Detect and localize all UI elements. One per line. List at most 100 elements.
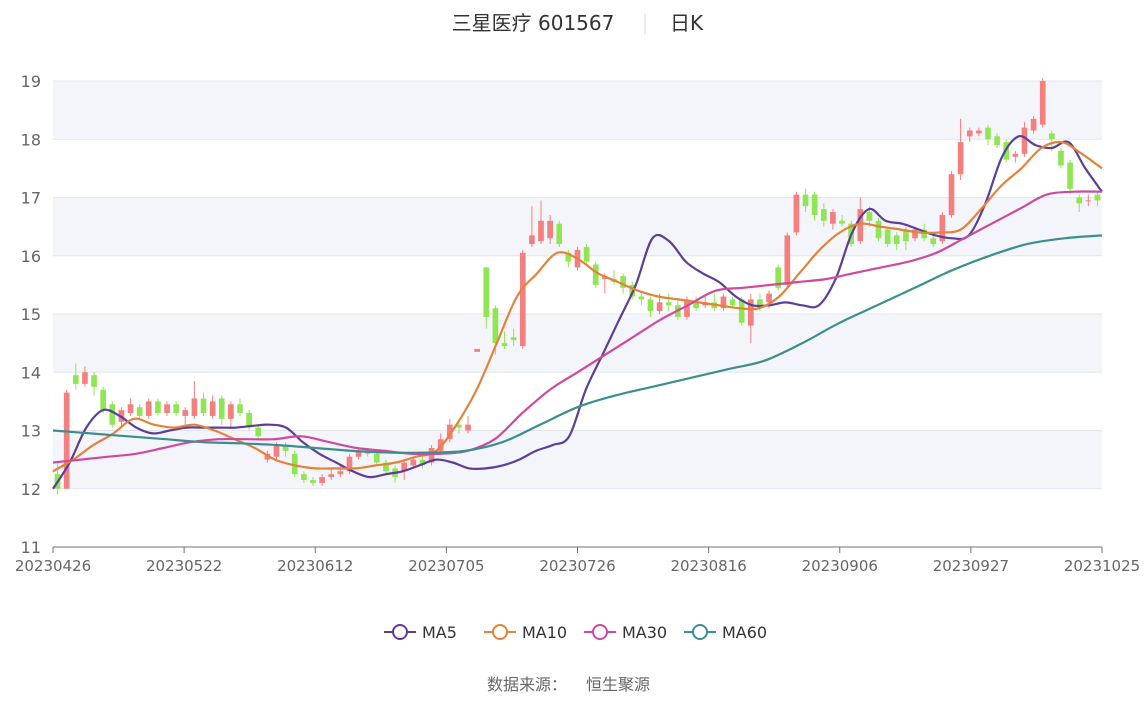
candle <box>538 200 544 245</box>
candle <box>775 264 782 291</box>
legend-item: MA5 <box>384 623 457 642</box>
candle-body <box>1067 162 1073 189</box>
candle-body <box>218 398 225 419</box>
legend-marker <box>692 624 708 640</box>
candle <box>647 296 654 317</box>
y-tick-label: 11 <box>21 538 41 557</box>
candle-body <box>310 480 316 483</box>
candle <box>830 209 836 230</box>
candle <box>884 226 891 248</box>
candle-body <box>510 337 517 341</box>
candle-body <box>63 392 70 489</box>
y-tick-label: 19 <box>21 72 41 91</box>
candle-body <box>720 296 727 309</box>
x-tick-label: 20231025 <box>1064 557 1140 575</box>
candle-body <box>875 220 882 239</box>
candle-body <box>337 471 344 475</box>
candle <box>547 214 553 245</box>
candle <box>127 398 134 416</box>
candle <box>519 249 526 349</box>
candle-body <box>1085 200 1092 202</box>
candle <box>1030 115 1037 134</box>
candle-body <box>1030 118 1037 131</box>
legend-marker <box>492 624 508 640</box>
x-tick-label: 20230927 <box>933 557 1009 575</box>
legend-label: MA30 <box>622 623 667 642</box>
candle <box>1021 121 1028 157</box>
candle <box>72 363 79 390</box>
candle-body <box>72 375 79 384</box>
candle-body <box>775 267 782 288</box>
candle <box>966 127 973 143</box>
x-tick-label: 20230426 <box>15 557 91 575</box>
candle-body <box>620 276 626 288</box>
plot-band <box>53 314 1102 373</box>
candle <box>373 450 380 466</box>
plot-bands <box>53 81 1102 489</box>
candle-body <box>301 474 307 481</box>
candle-body <box>930 238 937 245</box>
candle-body <box>757 299 763 309</box>
candle-body <box>884 229 891 245</box>
candle <box>218 395 225 425</box>
candle-body <box>985 127 991 140</box>
candle <box>839 214 845 227</box>
candle <box>1085 194 1092 207</box>
candle-body <box>839 220 845 224</box>
candle-body <box>164 404 170 414</box>
candle <box>875 217 882 242</box>
candle <box>136 404 143 419</box>
y-tick-label: 13 <box>21 422 41 441</box>
candle-body <box>1021 127 1028 154</box>
candle <box>583 244 590 265</box>
candle-body <box>492 308 499 344</box>
candle <box>802 188 809 213</box>
candle-body <box>948 174 955 215</box>
candle-body <box>228 404 234 419</box>
y-tick-label: 12 <box>21 480 41 499</box>
candle-body <box>912 229 918 239</box>
candle <box>501 331 508 349</box>
candle <box>191 380 198 419</box>
plot-band <box>53 197 1102 256</box>
y-tick-label: 18 <box>21 130 41 149</box>
candle-body <box>684 299 690 317</box>
candle-body <box>638 296 645 300</box>
candle-body <box>866 212 873 221</box>
candle <box>811 191 818 221</box>
candle-body <box>346 456 353 472</box>
candle <box>228 401 234 428</box>
candle-body <box>538 220 544 242</box>
legend-item: MA10 <box>484 623 567 642</box>
x-tick-label: 20230906 <box>802 557 878 575</box>
candle-body <box>355 450 362 457</box>
candle <box>948 171 955 218</box>
candle-body <box>145 401 152 416</box>
candle <box>1012 150 1019 163</box>
legend-marker <box>592 624 608 640</box>
candle-body <box>328 474 335 478</box>
candle-body <box>656 302 663 312</box>
candle-body <box>966 130 973 137</box>
candle-body <box>939 214 946 242</box>
candle-body <box>410 459 417 466</box>
candle-body <box>903 229 909 242</box>
candle <box>474 348 480 352</box>
candle-body <box>784 235 791 285</box>
axes: 11 12 13 14 15 16 17 18 19 20230426 20230522 202306… <box>15 72 1140 575</box>
candle <box>857 197 864 245</box>
candle-body <box>857 209 864 242</box>
x-tick-label: 20230705 <box>408 557 484 575</box>
candle <box>200 392 207 416</box>
candle-body <box>1049 133 1055 140</box>
candle-body <box>200 398 207 414</box>
candle <box>994 133 1000 148</box>
candle <box>328 468 335 481</box>
candle <box>182 407 189 425</box>
x-tick-label: 20230612 <box>277 557 353 575</box>
ma-line-ma10 <box>52 140 1103 473</box>
candle-body <box>592 264 599 285</box>
candle-body <box>693 302 699 309</box>
candle-body <box>100 389 106 411</box>
